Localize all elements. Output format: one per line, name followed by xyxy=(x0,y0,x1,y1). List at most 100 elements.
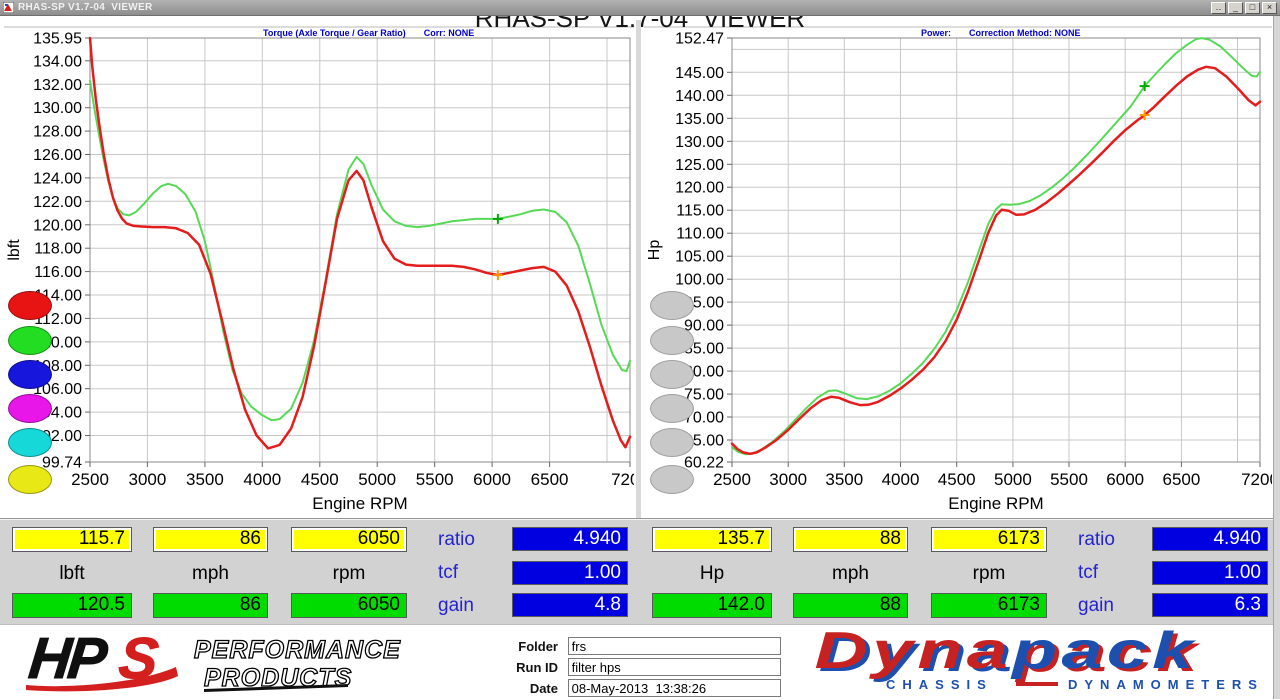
channel-button-magenta[interactable] xyxy=(8,394,52,423)
close-button[interactable]: × xyxy=(1262,1,1277,14)
svg-text:5500: 5500 xyxy=(1050,470,1088,489)
svg-text:lbft: lbft xyxy=(6,239,23,261)
svg-text:3000: 3000 xyxy=(769,470,807,489)
readout-band: 115.7 86 6050 lbft mph rpm 120.5 86 6050… xyxy=(0,518,1280,625)
power-chart[interactable]: 152.47 145.00 140.00 135.00 130.00 125.00 120.… xyxy=(644,28,1279,525)
svg-text:106.00: 106.00 xyxy=(33,381,82,398)
rpm-unit-label: rpm xyxy=(972,563,1006,584)
date-field-row: Date xyxy=(488,679,781,697)
svg-text:70.00: 70.00 xyxy=(684,410,724,427)
svg-text:126.00: 126.00 xyxy=(33,147,82,164)
speed-unit-label: mph xyxy=(832,563,869,584)
svg-text:3500: 3500 xyxy=(825,470,863,489)
svg-text:115.00: 115.00 xyxy=(676,203,724,220)
hps-logo-hp: HP xyxy=(26,633,111,691)
rpm-unit-label: rpm xyxy=(332,563,366,584)
torque-caption-title: Torque (Axle Torque / Gear Ratio) xyxy=(263,28,406,38)
restore-button[interactable]: □ xyxy=(1245,1,1260,14)
svg-text:Engine RPM: Engine RPM xyxy=(312,494,407,513)
ratio-field[interactable]: 4.940 xyxy=(1152,527,1268,551)
torque-chart-panel: 135.95 134.00 132.00 130.00 128.00 126.00 124.… xyxy=(4,26,649,520)
title-bar: RHAS-SP V1.7-04 VIEWER ‥ _ □ × xyxy=(0,0,1280,16)
power-cursor-value-green: 142.0 xyxy=(652,593,772,618)
ratio-label: ratio xyxy=(1078,529,1115,550)
power-chart-panel: 152.47 145.00 140.00 135.00 130.00 125.00 120.… xyxy=(644,26,1279,520)
tcf-label: tcf xyxy=(1078,562,1099,583)
minimize-button[interactable]: _ xyxy=(1228,1,1243,14)
channel-button-red[interactable] xyxy=(8,291,52,320)
gain-field[interactable]: 6.3 xyxy=(1152,593,1268,617)
channel-button-disabled-4[interactable] xyxy=(650,394,694,423)
svg-text:6500: 6500 xyxy=(531,470,569,489)
channel-button-disabled-2[interactable] xyxy=(650,326,694,355)
channel-button-disabled-6[interactable] xyxy=(650,465,694,494)
svg-text:130.00: 130.00 xyxy=(675,134,724,151)
svg-text:134.00: 134.00 xyxy=(33,53,82,70)
svg-text:120.00: 120.00 xyxy=(33,217,82,234)
date-input[interactable] xyxy=(567,679,781,697)
power-readout-group: 135.7 88 6173 Hp mph rpm 142.0 88 6173 r… xyxy=(640,519,1280,625)
torque-readout-group: 115.7 86 6050 lbft mph rpm 120.5 86 6050… xyxy=(0,519,640,625)
window-grip[interactable]: ‥ xyxy=(1211,1,1226,14)
dynapack-wordmark: Dynapack xyxy=(815,629,1198,679)
svg-text:152.47: 152.47 xyxy=(675,31,724,48)
svg-text:125.00: 125.00 xyxy=(675,157,724,174)
power-chart-caption: Power: Correction Method: NONE xyxy=(916,18,1099,38)
channel-button-yellow[interactable] xyxy=(8,465,52,494)
svg-text:4500: 4500 xyxy=(301,470,339,489)
svg-text:6000: 6000 xyxy=(473,470,511,489)
torque-cursor-value-red: 115.7 xyxy=(12,527,132,552)
runid-input[interactable] xyxy=(567,658,781,676)
svg-text:145.00: 145.00 xyxy=(675,65,724,82)
channel-button-cyan[interactable] xyxy=(8,428,52,457)
power-caption-title: Power: xyxy=(921,28,952,38)
svg-text:135.00: 135.00 xyxy=(675,111,724,128)
svg-text:120.00: 120.00 xyxy=(675,180,724,197)
svg-text:65.00: 65.00 xyxy=(684,433,724,450)
svg-text:80.00: 80.00 xyxy=(684,364,724,381)
svg-text:105.00: 105.00 xyxy=(675,249,724,266)
svg-text:85.00: 85.00 xyxy=(684,341,724,358)
gain-field[interactable]: 4.8 xyxy=(512,593,628,617)
tcf-field[interactable]: 1.00 xyxy=(1152,561,1268,585)
torque-cursor-value-green: 120.5 xyxy=(12,593,132,618)
torque-cursor-rpm-red: 6050 xyxy=(291,527,407,552)
svg-text:75.00: 75.00 xyxy=(684,387,724,404)
window-controls: ‥ _ □ × xyxy=(1211,1,1277,14)
gain-label: gain xyxy=(1078,595,1114,616)
channel-button-disabled-5[interactable] xyxy=(650,428,694,457)
svg-text:2500: 2500 xyxy=(713,470,751,489)
ratio-field[interactable]: 4.940 xyxy=(512,527,628,551)
svg-text:5000: 5000 xyxy=(358,470,396,489)
svg-text:95.00: 95.00 xyxy=(684,295,724,312)
dynapack-chassis-text: CHASSIS xyxy=(886,677,993,692)
power-unit-label: Hp xyxy=(699,563,725,584)
channel-button-disabled-1[interactable] xyxy=(650,291,694,320)
svg-text:130.00: 130.00 xyxy=(33,100,82,117)
torque-cursor-speed-red: 86 xyxy=(153,527,268,552)
svg-text:6000: 6000 xyxy=(1106,470,1144,489)
power-caption-correction: Correction Method: NONE xyxy=(969,28,1081,38)
ratio-label: ratio xyxy=(438,529,475,550)
torque-cursor-rpm-green: 6050 xyxy=(291,593,407,618)
folder-input[interactable] xyxy=(567,637,781,655)
torque-chart[interactable]: 135.95 134.00 132.00 130.00 128.00 126.00 124.… xyxy=(4,28,649,525)
svg-text:7200: 7200 xyxy=(1241,470,1272,489)
svg-text:118.00: 118.00 xyxy=(34,241,82,258)
power-cursor-value-red: 135.7 xyxy=(652,527,772,552)
channel-button-blue[interactable] xyxy=(8,360,52,389)
svg-text:135.95: 135.95 xyxy=(33,31,82,48)
svg-text:99.74: 99.74 xyxy=(42,455,82,472)
channel-button-disabled-3[interactable] xyxy=(650,360,694,389)
svg-text:128.00: 128.00 xyxy=(33,124,82,141)
svg-text:4000: 4000 xyxy=(243,470,281,489)
torque-cursor-speed-green: 86 xyxy=(153,593,268,618)
runid-label: Run ID xyxy=(516,659,558,675)
svg-text:124.00: 124.00 xyxy=(33,170,82,187)
hps-swoosh xyxy=(26,667,178,692)
power-cursor-rpm-green: 6173 xyxy=(931,593,1047,618)
panel-divider xyxy=(636,20,641,518)
channel-button-green[interactable] xyxy=(8,326,52,355)
tcf-field[interactable]: 1.00 xyxy=(512,561,628,585)
footer: HP S PERFORMANCE PRODUCTS Folder Run ID … xyxy=(0,621,1280,700)
